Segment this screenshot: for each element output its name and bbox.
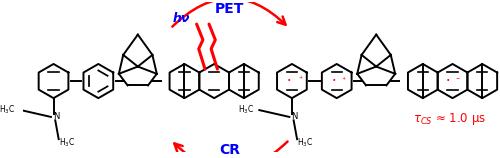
Text: $\bullet$: $\bullet$ xyxy=(330,76,336,82)
Text: hν: hν xyxy=(172,12,190,25)
FancyArrowPatch shape xyxy=(172,0,286,27)
Text: $\bullet$: $\bullet$ xyxy=(286,76,291,82)
Text: $^+$: $^+$ xyxy=(297,76,304,82)
FancyArrowPatch shape xyxy=(174,141,288,158)
Text: CR: CR xyxy=(220,143,240,157)
Text: $\bullet$: $\bullet$ xyxy=(445,76,450,82)
Text: $\tau_{CS}$ ≈ 1.0 μs: $\tau_{CS}$ ≈ 1.0 μs xyxy=(412,111,486,127)
Text: H$_3$C: H$_3$C xyxy=(297,136,314,149)
Text: H$_3$C: H$_3$C xyxy=(238,104,254,116)
Text: H$_3$C: H$_3$C xyxy=(58,136,75,149)
Text: H$_3$C: H$_3$C xyxy=(0,104,16,116)
Text: N: N xyxy=(53,112,60,122)
Text: $^-$: $^-$ xyxy=(454,76,461,82)
Text: N: N xyxy=(292,112,298,122)
Text: PET: PET xyxy=(215,2,244,16)
Text: $^+$: $^+$ xyxy=(340,76,347,82)
